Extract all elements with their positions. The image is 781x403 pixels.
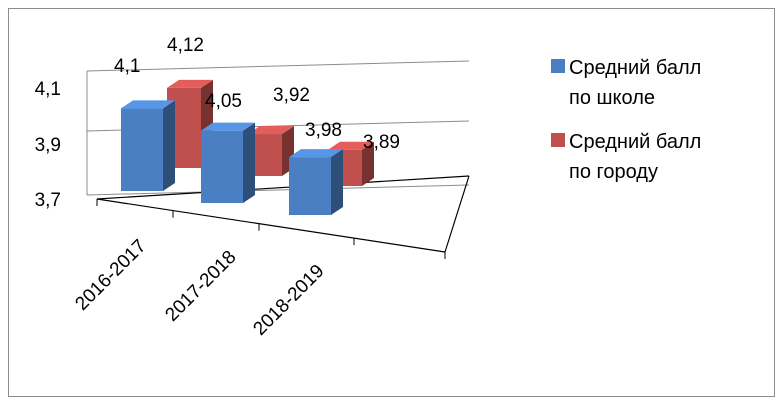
category-label: 2017-2018: [161, 247, 240, 326]
bar-side: [163, 100, 175, 191]
legend-label: по школе: [569, 87, 655, 109]
category-label: 2018-2019: [249, 261, 328, 340]
bar-front: [201, 130, 243, 203]
data-label: 3,92: [273, 85, 310, 106]
chart-frame: 3,7 3,9 4,1 4,1 4,05 3,98 4,12 3,92 3,89 2016-2…: [8, 8, 775, 397]
bar-side: [331, 149, 343, 215]
y-tick-label: 3,9: [35, 135, 61, 156]
bar: [121, 100, 175, 191]
floor-right-edge: [444, 175, 470, 253]
x-axis-line: [96, 198, 446, 253]
chart-svg: 3,7 3,9 4,1 4,1 4,05 3,98 4,12 3,92 3,89 2016-2…: [35, 35, 702, 340]
bar-front: [289, 157, 331, 215]
bar-top: [121, 100, 175, 109]
gridline: [86, 60, 470, 72]
gridline: [86, 184, 470, 196]
y-tick-labels: 3,7 3,9 4,1: [35, 79, 61, 211]
category-label: 2016-2017: [71, 236, 150, 315]
y-tick-label: 4,1: [35, 79, 61, 100]
bar-front: [121, 108, 163, 191]
data-label: 4,1: [114, 56, 140, 77]
legend-label: по городу: [569, 161, 658, 183]
floor-back-edge: [96, 175, 470, 200]
bar-top: [167, 79, 213, 88]
bar-top: [248, 126, 294, 135]
legend-label: Средний балл: [569, 57, 701, 79]
bar-top: [201, 122, 255, 131]
axes: [86, 71, 470, 259]
legend-swatch: [551, 133, 565, 147]
bar-side: [362, 141, 374, 186]
legend: Средний балл по школе Средний балл по город…: [551, 57, 701, 183]
bars: [121, 79, 374, 215]
data-label: 3,98: [305, 120, 342, 141]
legend-swatch: [551, 59, 565, 73]
data-label: 4,05: [205, 91, 242, 112]
y-tick-label: 3,7: [35, 190, 61, 211]
data-label: 3,89: [363, 132, 400, 153]
bar-top: [328, 141, 374, 150]
category-labels: 2016-2017 2017-2018 2018-2019: [71, 236, 328, 340]
legend-label: Средний балл: [569, 131, 701, 153]
data-labels: 4,1 4,05 3,98 4,12 3,92 3,89: [114, 35, 400, 153]
bar-side: [243, 122, 255, 203]
data-label: 4,12: [167, 35, 204, 56]
bar-top: [289, 149, 343, 158]
bar: [201, 122, 255, 203]
bar: [289, 149, 343, 215]
